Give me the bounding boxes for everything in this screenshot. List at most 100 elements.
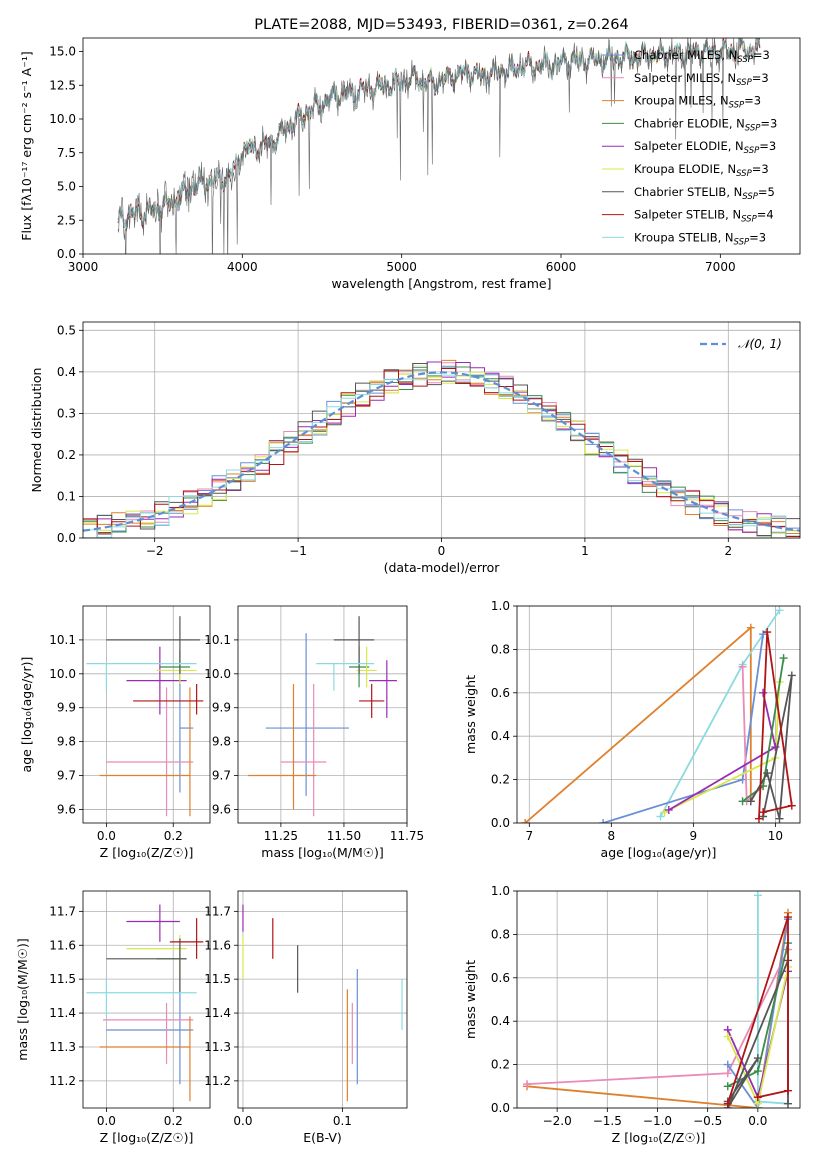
weight-marker: [723, 1032, 732, 1041]
errorbar-salpeter-stelib: [133, 683, 204, 715]
x-axis-label: Z [log₁₀(Z/Z☉)]: [612, 1130, 706, 1145]
y-tick-label: 12.5: [49, 78, 76, 92]
x-tick-label: 0.0: [233, 1114, 252, 1128]
weight-marker: [599, 819, 608, 823]
y-tick-label: 9.8: [212, 735, 231, 749]
weight-marker: [787, 671, 796, 680]
legend-model-name: Salpeter STELIB, N: [634, 208, 741, 222]
x-tick-label: 3000: [68, 260, 99, 274]
errorbar-kroupa-miles: [248, 683, 317, 810]
legend-model-name: Kroupa MILES, N: [634, 94, 729, 108]
weight-marker: [763, 769, 772, 778]
errorbar-salpeter-stelib: [169, 918, 204, 959]
errorbar-kroupa-elodie: [356, 646, 377, 688]
chart-title: PLATE=2088, MJD=53493, FIBERID=0361, z=0…: [254, 17, 628, 33]
errorbar-chabrier-elodie: [159, 650, 190, 684]
weight-marker: [738, 662, 747, 671]
y-tick-label: 11.3: [204, 1040, 231, 1054]
x-tick-label: 8: [608, 829, 616, 843]
model-spectrum-chabrier-elodie: [117, 38, 761, 229]
weight-marker: [759, 688, 768, 697]
x-tick-label: 0.2: [164, 829, 183, 843]
weight-vs-age-panel-plot-area: [521, 606, 796, 823]
model-spectrum-kroupa-stelib: [117, 38, 761, 230]
errorbar-chabrier-miles: [265, 633, 349, 796]
errorbar-salpeter-elodie: [126, 904, 180, 942]
weight-vs-metallicity-panel-plot-area: [523, 891, 792, 1108]
weight-marker: [763, 628, 772, 637]
weight-series-salpeter-stelib: [754, 628, 796, 823]
axes-frame: [516, 890, 801, 1109]
y-tick-label: 0.8: [491, 927, 510, 941]
weight-line: [726, 916, 789, 1104]
weight-marker: [753, 1093, 762, 1102]
y-tick-label: 9.9: [212, 701, 231, 715]
model-spectrum-salpeter-miles: [117, 38, 761, 231]
legend-nssp: =3: [752, 71, 769, 85]
errorbar-chabrier-stelib: [106, 616, 200, 674]
x-tick-label: 0.0: [97, 829, 116, 843]
legend-nssp: =3: [759, 139, 776, 153]
weight-marker: [754, 814, 763, 823]
x-tick-label: 4000: [227, 260, 258, 274]
legend-nssp: =4: [757, 208, 774, 222]
errorbar-kroupa-miles: [99, 687, 191, 817]
y-tick-label: 0.8: [491, 642, 510, 656]
weight-marker: [787, 801, 796, 810]
y-tick-label: 10.0: [204, 667, 231, 681]
legend-subscript: SSP: [744, 146, 760, 156]
age-vs-mass-panel: 11.25 11.50 11.75 9.6 9.7 9.8 9.9 10.0 10.1 mass …: [204, 605, 424, 860]
x-tick-label: −1.5: [593, 1114, 622, 1128]
y-tick-label: 5.0: [57, 180, 76, 194]
legend-label: Kroupa STELIB, NSSP=3: [634, 230, 766, 247]
weight-marker: [656, 812, 665, 821]
x-tick-label: 2: [724, 544, 732, 558]
legend-nssp: =5: [758, 185, 775, 199]
y-tick-label: 0.2: [491, 773, 510, 787]
model-spectrum-chabrier-miles: [117, 38, 761, 232]
y-tick-label: 10.1: [204, 633, 231, 647]
weight-marker: [738, 797, 747, 806]
model-spectrum-salpeter-stelib: [117, 38, 761, 230]
weight-marker: [523, 1080, 532, 1089]
x-tick-label: 0.1: [333, 1114, 352, 1128]
weight-marker: [660, 808, 669, 817]
y-tick-label: 9.6: [212, 802, 231, 816]
x-tick-label: 6000: [546, 260, 577, 274]
weight-line: [524, 625, 752, 823]
weight-marker: [759, 808, 768, 817]
age-vs-metallicity-panel-plot-area: [86, 616, 204, 817]
legend-label: Kroupa MILES, NSSP=3: [634, 94, 761, 111]
legend-model-name: Kroupa STELIB, N: [634, 230, 734, 244]
y-tick-label: 0.4: [491, 1014, 510, 1028]
data-spectrum: [117, 38, 761, 254]
errorbar-kroupa-stelib: [316, 663, 375, 691]
x-tick-label: 7000: [705, 260, 736, 274]
weight-series-salpeter-miles: [523, 945, 792, 1089]
residual-panel-plot-area: [83, 359, 800, 538]
legend-model-name: Salpeter MILES, N: [634, 71, 736, 85]
legend-model-name: Kroupa ELODIE, N: [634, 162, 736, 176]
y-tick-label: 9.8: [57, 735, 76, 749]
errorbar-salpeter-elodie: [126, 646, 187, 715]
model-spectrum-kroupa-elodie: [117, 38, 761, 232]
model-spectrum-salpeter-elodie: [117, 38, 761, 229]
y-tick-label: 11.7: [49, 904, 76, 918]
legend-nssp: =3: [752, 162, 769, 176]
x-tick-label: 0: [438, 544, 446, 558]
x-axis-label: mass [log₁₀(M/M☉)]: [261, 845, 383, 860]
weight-marker: [723, 1082, 732, 1091]
y-tick-label: 11.6: [49, 938, 76, 952]
y-axis-label: mass [log₁₀(M/M☉)]: [15, 938, 30, 1060]
x-tick-label: 7: [525, 829, 533, 843]
weight-marker: [723, 1060, 732, 1069]
x-axis-label: Z [log₁₀(Z/Z☉)]: [100, 845, 194, 860]
spectrum-panel-plot-area: [117, 38, 761, 254]
legend-label: 𝒩(0, 1): [738, 337, 782, 351]
weight-marker: [753, 1054, 762, 1063]
weight-marker: [723, 1099, 732, 1108]
weight-marker: [723, 1069, 732, 1078]
axes-frame: [82, 605, 211, 824]
weight-marker: [753, 891, 762, 900]
